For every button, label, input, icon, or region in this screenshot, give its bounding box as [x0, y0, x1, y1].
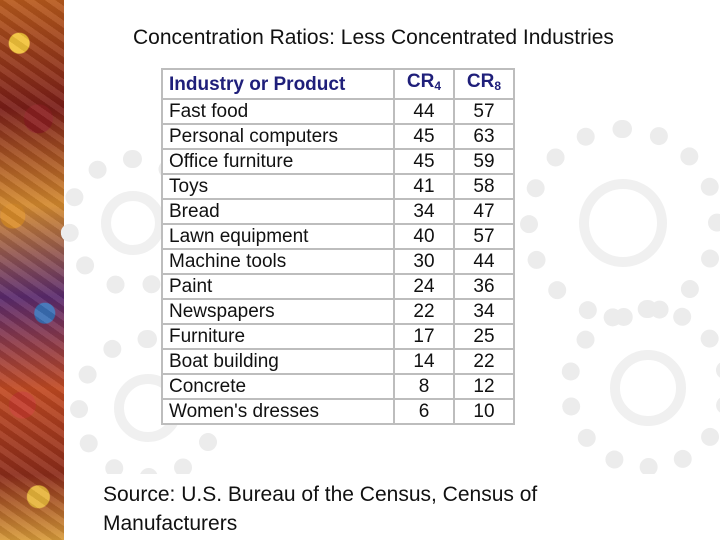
cell-cr4: 44: [393, 98, 455, 125]
table-row: Boat building 14 22: [161, 348, 515, 375]
table-row: Lawn equipment 40 57: [161, 223, 515, 250]
cell-cr8: 25: [453, 323, 515, 350]
table-row: Paint 24 36: [161, 273, 515, 300]
source-box: [98, 474, 672, 510]
cell-industry: Paint: [161, 273, 395, 300]
header-cr4: CR4: [393, 68, 455, 100]
cell-cr4: 8: [393, 373, 455, 400]
header-cr4-main: CR: [406, 71, 435, 92]
cell-industry: Fast food: [161, 98, 395, 125]
header-cr4-sub: 4: [434, 79, 442, 93]
cell-cr4: 24: [393, 273, 455, 300]
table-row: Furniture 17 25: [161, 323, 515, 350]
cell-industry: Boat building: [161, 348, 395, 375]
cell-cr4: 22: [393, 298, 455, 325]
header-industry: Industry or Product: [161, 68, 395, 100]
cell-cr8: 36: [453, 273, 515, 300]
cell-industry: Office furniture: [161, 148, 395, 175]
cell-cr4: 34: [393, 198, 455, 225]
cell-cr8: 10: [453, 398, 515, 425]
cell-cr4: 14: [393, 348, 455, 375]
cell-cr4: 45: [393, 148, 455, 175]
cell-industry: Lawn equipment: [161, 223, 395, 250]
cell-cr8: 59: [453, 148, 515, 175]
cell-industry: Furniture: [161, 323, 395, 350]
source-note: Source: U.S. Bureau of the Census, Censu…: [103, 483, 538, 535]
table-row: Personal computers 45 63: [161, 123, 515, 150]
table-row: Concrete 8 12: [161, 373, 515, 400]
table-header-row: Industry or Product CR4 CR8: [161, 68, 515, 100]
cell-cr8: 63: [453, 123, 515, 150]
cell-cr8: 12: [453, 373, 515, 400]
cell-cr8: 58: [453, 173, 515, 200]
cell-cr4: 17: [393, 323, 455, 350]
table-row: Bread 34 47: [161, 198, 515, 225]
cell-cr8: 44: [453, 248, 515, 275]
cell-industry: Newspapers: [161, 298, 395, 325]
cell-cr4: 41: [393, 173, 455, 200]
title-box: [128, 18, 690, 54]
cell-cr4: 45: [393, 123, 455, 150]
cell-cr4: 6: [393, 398, 455, 425]
header-cr8: CR8: [453, 68, 515, 100]
cell-industry: Women's dresses: [161, 398, 395, 425]
cell-cr8: 57: [453, 223, 515, 250]
table-row: Newspapers 22 34: [161, 298, 515, 325]
cell-industry: Bread: [161, 198, 395, 225]
table-row: Machine tools 30 44: [161, 248, 515, 275]
cell-cr8: 47: [453, 198, 515, 225]
slide-title: Concentration Ratios: Less Concentrated …: [133, 26, 614, 49]
cell-cr8: 22: [453, 348, 515, 375]
table-row: Office furniture 45 59: [161, 148, 515, 175]
decorative-side-strip: [0, 0, 64, 540]
cell-cr8: 34: [453, 298, 515, 325]
table-row: Fast food 44 57: [161, 98, 515, 125]
table-row: Women's dresses 6 10: [161, 398, 515, 425]
cell-cr8: 57: [453, 98, 515, 125]
header-cr8-main: CR: [466, 71, 495, 92]
cell-industry: Toys: [161, 173, 395, 200]
header-cr8-sub: 8: [494, 79, 502, 93]
table-body: Fast food 44 57 Personal computers 45 63 Offic…: [161, 98, 515, 425]
cell-industry: Personal computers: [161, 123, 395, 150]
cell-industry: Machine tools: [161, 248, 395, 275]
background-gear: [560, 300, 720, 476]
cell-industry: Concrete: [161, 373, 395, 400]
background-gear: [520, 120, 720, 326]
concentration-table-container: Industry or Product CR4 CR8 Fast food 44 5…: [161, 68, 515, 425]
concentration-table: Industry or Product CR4 CR8 Fast food 44 5…: [161, 68, 515, 425]
cell-cr4: 40: [393, 223, 455, 250]
table-row: Toys 41 58: [161, 173, 515, 200]
cell-cr4: 30: [393, 248, 455, 275]
